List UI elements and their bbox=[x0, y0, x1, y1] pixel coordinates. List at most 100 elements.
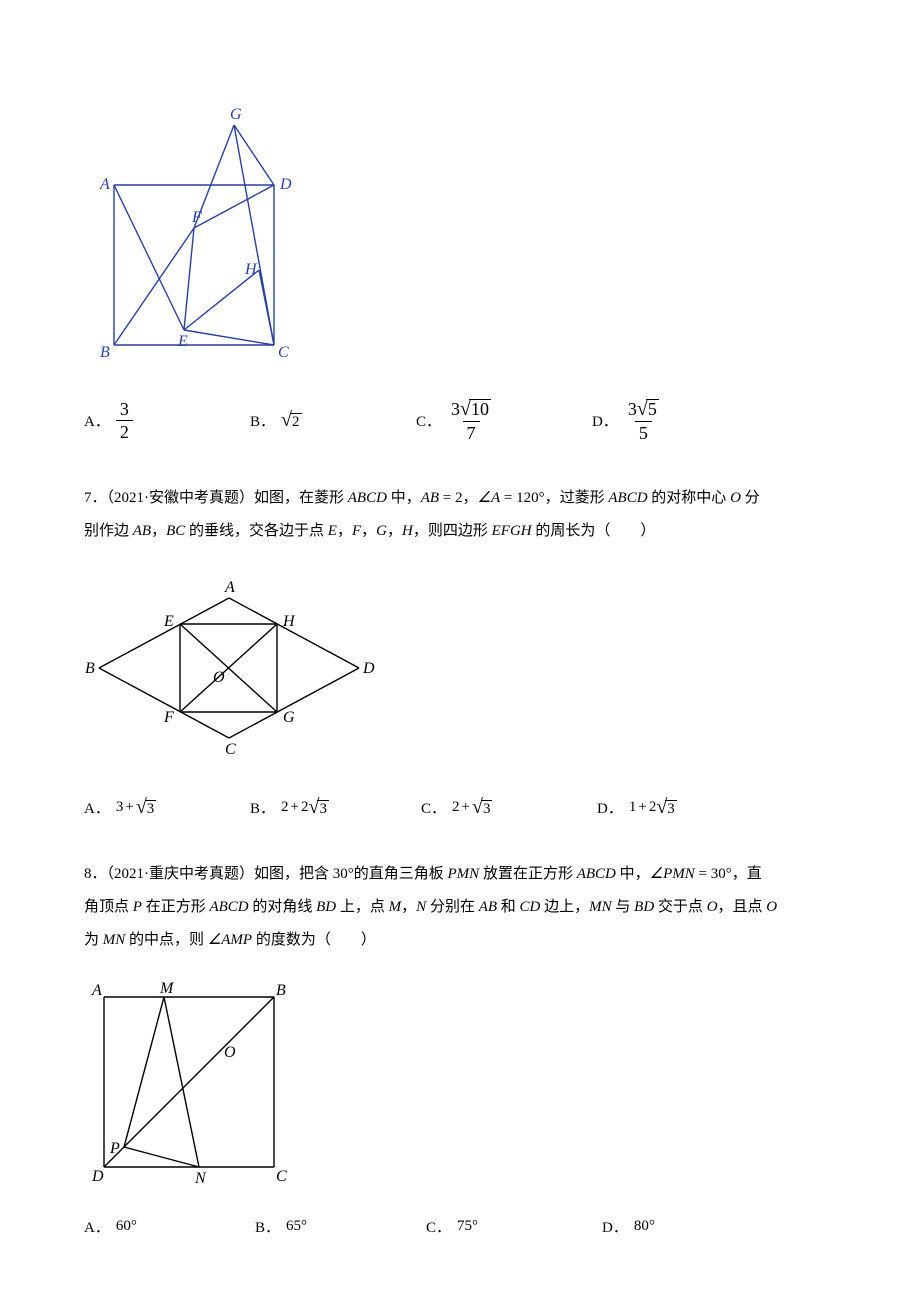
eq: = bbox=[500, 490, 516, 506]
radicand: 3 bbox=[145, 800, 157, 818]
svg-text:O: O bbox=[224, 1044, 236, 1061]
text: 的垂线，交各边于点 bbox=[185, 523, 328, 539]
coef: 1 bbox=[629, 799, 637, 816]
svg-text:M: M bbox=[159, 980, 175, 997]
q8-text: 8．（2021·重庆中考真题）如图，把含 30°的直角三角板 PMN 放置在正方… bbox=[84, 858, 836, 957]
sqrt: √3 bbox=[308, 797, 328, 818]
q7-figure: ABDCEHFGO bbox=[84, 568, 836, 773]
sep: ， bbox=[361, 523, 376, 539]
svg-text:C: C bbox=[225, 741, 236, 758]
svg-text:H: H bbox=[282, 613, 296, 630]
numerator: 3√10 bbox=[447, 399, 495, 421]
text: 的对角线 bbox=[249, 899, 317, 915]
denominator: 7 bbox=[463, 421, 480, 442]
text: 别作边 bbox=[84, 523, 133, 539]
opt-label: D． bbox=[592, 410, 618, 431]
svg-text:F: F bbox=[163, 709, 174, 726]
q8-svg: ABDCMNPO bbox=[84, 977, 294, 1187]
var: O bbox=[707, 899, 718, 915]
radicand: 5 bbox=[646, 399, 659, 418]
q7-opt-b[interactable]: B． 2 + 2 √3 bbox=[250, 797, 405, 818]
svg-text:E: E bbox=[163, 613, 174, 630]
denominator: 2 bbox=[116, 420, 133, 441]
var: ∠A bbox=[478, 490, 501, 506]
q7-text: 7．（2021·安徽中考真题）如图，在菱形 ABCD 中，AB = 2，∠A =… bbox=[84, 482, 836, 548]
text: ，直 bbox=[732, 866, 762, 882]
radicand: 3 bbox=[317, 800, 329, 818]
opt-label: B． bbox=[255, 1216, 280, 1237]
text: 中， bbox=[616, 866, 650, 882]
plus: + bbox=[125, 799, 133, 816]
fraction: 3√10 7 bbox=[447, 399, 495, 442]
q6-opt-c[interactable]: C． 3√10 7 bbox=[416, 399, 576, 442]
sqrt: √5 bbox=[637, 399, 659, 419]
q6-opt-b[interactable]: B． √ 2 bbox=[250, 410, 400, 431]
val: 2 bbox=[455, 490, 463, 506]
radicand: 2 bbox=[290, 413, 302, 431]
var: PMN bbox=[448, 866, 480, 882]
coef: 3 bbox=[116, 799, 124, 816]
q8-figure: ABDCMNPO bbox=[84, 977, 836, 1192]
var: CD bbox=[520, 899, 541, 915]
svg-text:H: H bbox=[244, 261, 258, 278]
sep: ， bbox=[151, 523, 166, 539]
var: P bbox=[133, 899, 142, 915]
text: 的中点，则 bbox=[125, 932, 208, 948]
var: O bbox=[766, 899, 777, 915]
opt-label: D． bbox=[602, 1216, 628, 1237]
svg-text:E: E bbox=[177, 333, 188, 350]
q6-opt-d[interactable]: D． 3√5 5 bbox=[592, 399, 712, 442]
q6-options: A． 3 2 B． √ 2 C． 3√10 7 D． 3√5 5 bbox=[84, 399, 836, 442]
coef2: 2 bbox=[301, 799, 309, 816]
q8-options: A． 60° B． 65° C． 75° D． 80° bbox=[84, 1216, 836, 1237]
var: MN bbox=[103, 932, 126, 948]
text: 在正方形 bbox=[142, 899, 210, 915]
text: （2021·安徽中考真题）如图，在菱形 bbox=[107, 490, 348, 506]
var: F bbox=[352, 523, 361, 539]
text: 放置在正方形 bbox=[479, 866, 577, 882]
q8-opt-b[interactable]: B． 65° bbox=[255, 1216, 410, 1237]
svg-text:D: D bbox=[91, 1168, 104, 1185]
radicand: 10 bbox=[469, 399, 491, 418]
q8-opt-d[interactable]: D． 80° bbox=[602, 1216, 722, 1237]
opt-label: A． bbox=[84, 797, 110, 818]
var: H bbox=[402, 523, 413, 539]
text: ，则四边形 bbox=[413, 523, 492, 539]
opt-label: C． bbox=[426, 1216, 451, 1237]
svg-text:B: B bbox=[276, 982, 286, 999]
var: M bbox=[389, 899, 402, 915]
text: ，过菱形 bbox=[545, 490, 609, 506]
sep: ， bbox=[337, 523, 352, 539]
text: 上，点 bbox=[336, 899, 389, 915]
val: 80° bbox=[634, 1218, 655, 1235]
svg-text:B: B bbox=[100, 344, 110, 361]
svg-text:G: G bbox=[230, 106, 242, 123]
denominator: 5 bbox=[635, 421, 652, 442]
opt-label: C． bbox=[416, 410, 441, 431]
svg-text:O: O bbox=[213, 669, 225, 686]
plus: + bbox=[291, 799, 299, 816]
var: ∠PMN bbox=[650, 866, 695, 882]
q7-opt-c[interactable]: C． 2 + √3 bbox=[421, 797, 581, 818]
val: 75° bbox=[457, 1218, 478, 1235]
svg-text:B: B bbox=[85, 660, 95, 677]
var: BC bbox=[166, 523, 185, 539]
q6-opt-a[interactable]: A． 3 2 bbox=[84, 400, 234, 441]
sep: ， bbox=[401, 899, 416, 915]
numerator: 3√5 bbox=[624, 399, 663, 421]
q7-opt-d[interactable]: D． 1 + 2 √3 bbox=[597, 797, 717, 818]
radicand: 3 bbox=[481, 800, 493, 818]
var: AB bbox=[479, 899, 497, 915]
svg-text:P: P bbox=[109, 1140, 120, 1157]
opt-label: C． bbox=[421, 797, 446, 818]
svg-text:D: D bbox=[279, 176, 292, 193]
val: 65° bbox=[286, 1218, 307, 1235]
q7-options: A． 3 + √3 B． 2 + 2 √3 C． 2 + √3 D． 1 + 2… bbox=[84, 797, 836, 818]
q8-opt-c[interactable]: C． 75° bbox=[426, 1216, 586, 1237]
coef: 3 bbox=[451, 399, 460, 419]
q8-opt-a[interactable]: A． 60° bbox=[84, 1216, 239, 1237]
var: E bbox=[328, 523, 337, 539]
q7-opt-a[interactable]: A． 3 + √3 bbox=[84, 797, 234, 818]
var: ABCD bbox=[348, 490, 387, 506]
text: ，且点 bbox=[718, 899, 767, 915]
